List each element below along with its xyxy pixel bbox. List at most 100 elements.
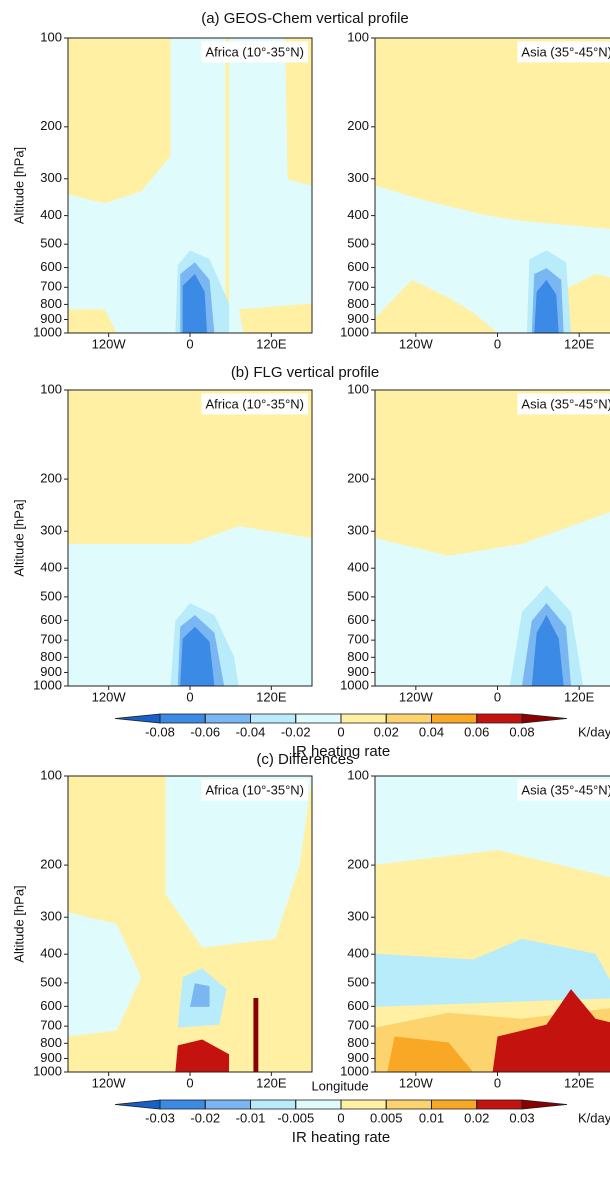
y-tick-label: 300 xyxy=(347,909,369,924)
y-tick-label: 700 xyxy=(347,1018,369,1033)
row-title: (b) FLG vertical profile xyxy=(231,364,379,381)
contour-region xyxy=(492,989,610,1072)
y-tick-label: 300 xyxy=(40,523,62,538)
colorbar-tick-label: 0.03 xyxy=(509,1110,534,1125)
contour-region xyxy=(175,1039,230,1072)
y-tick-label: 900 xyxy=(347,311,369,326)
colorbar-segment xyxy=(250,1099,297,1110)
colorbar-tick-label: -0.02 xyxy=(190,1110,220,1125)
y-tick-label: 900 xyxy=(40,311,62,326)
y-tick-label: 100 xyxy=(40,767,62,782)
y-tick-label: 400 xyxy=(40,207,62,222)
colorbar-tick-label: 0 xyxy=(337,724,344,739)
y-tick-label: 800 xyxy=(347,296,369,311)
y-tick-label: 100 xyxy=(347,767,369,782)
contour-region xyxy=(180,626,215,686)
colorbar-tick-label: 0.02 xyxy=(464,1110,489,1125)
contour-region xyxy=(531,614,564,686)
y-axis-label: Altitude [hPa] xyxy=(11,147,26,224)
colorbar-label: IR heating rate xyxy=(292,1129,390,1146)
y-tick-label: 1000 xyxy=(340,1063,369,1078)
y-tick-label: 300 xyxy=(347,170,369,185)
y-tick-label: 100 xyxy=(40,29,62,44)
x-tick-label: 120W xyxy=(399,689,434,704)
annotation: Africa (10°-35°N) xyxy=(205,396,304,411)
y-tick-label: 100 xyxy=(40,381,62,396)
x-tick-label: 120E xyxy=(256,689,287,704)
y-tick-label: 500 xyxy=(347,236,369,251)
y-tick-label: 900 xyxy=(347,1050,369,1065)
contour-region xyxy=(68,309,117,333)
y-tick-label: 200 xyxy=(40,857,62,872)
colorbar-arrow xyxy=(114,1099,161,1110)
y-tick-label: 600 xyxy=(40,998,62,1013)
y-tick-label: 900 xyxy=(347,664,369,679)
colorbar-tick-label: -0.04 xyxy=(236,724,266,739)
annotation: Asia (35°-45°N) xyxy=(521,396,610,411)
colorbar-arrow xyxy=(521,713,568,724)
y-tick-label: 600 xyxy=(347,998,369,1013)
y-tick-label: 600 xyxy=(40,259,62,274)
y-tick-label: 600 xyxy=(347,259,369,274)
colorbar-tick-label: -0.03 xyxy=(145,1110,175,1125)
colorbar-segment xyxy=(204,713,251,724)
colorbar-segment xyxy=(385,713,432,724)
x-tick-label: 120W xyxy=(399,336,434,351)
x-tick-label: 120W xyxy=(92,336,127,351)
colorbar-segment xyxy=(476,713,523,724)
y-tick-label: 700 xyxy=(347,279,369,294)
contour-region xyxy=(285,38,312,186)
colorbar-segment xyxy=(340,713,387,724)
y-tick-label: 800 xyxy=(40,649,62,664)
y-tick-label: 900 xyxy=(40,664,62,679)
colorbar-segment xyxy=(295,713,342,724)
annotation: Africa (10°-35°N) xyxy=(205,44,304,59)
colorbar-tick-label: -0.06 xyxy=(190,724,220,739)
y-tick-label: 500 xyxy=(40,974,62,989)
annotation-box xyxy=(517,393,610,415)
y-tick-label: 1000 xyxy=(33,1063,62,1078)
y-tick-label: 100 xyxy=(347,381,369,396)
contour-region xyxy=(190,983,210,1007)
contour-region xyxy=(375,390,610,556)
x-tick-label: 0 xyxy=(494,689,501,704)
x-tick-label: 0 xyxy=(186,689,193,704)
colorbar-segment xyxy=(295,1099,342,1110)
y-tick-label: 300 xyxy=(347,523,369,538)
colorbar-segment xyxy=(204,1099,251,1110)
y-tick-label: 1000 xyxy=(340,324,369,339)
contour-region xyxy=(253,998,259,1072)
x-tick-label: 0 xyxy=(494,336,501,351)
y-tick-label: 500 xyxy=(40,236,62,251)
y-tick-label: 100 xyxy=(347,29,369,44)
x-tick-label: 120W xyxy=(399,1075,434,1090)
x-tick-label: 120E xyxy=(256,336,287,351)
colorbar-segment xyxy=(385,1099,432,1110)
colorbar-tick-label: 0.02 xyxy=(374,724,399,739)
annotation: Asia (35°-45°N) xyxy=(521,44,610,59)
colorbar-segment xyxy=(250,713,297,724)
y-tick-label: 700 xyxy=(40,1018,62,1033)
colorbar-segment xyxy=(159,713,206,724)
x-tick-label: 0 xyxy=(186,336,193,351)
x-tick-label: 0 xyxy=(494,1075,501,1090)
colorbar-tick-label: -0.08 xyxy=(145,724,175,739)
colorbar-arrow xyxy=(114,713,161,724)
annotation-box xyxy=(201,779,308,801)
y-tick-label: 500 xyxy=(347,588,369,603)
y-tick-label: 1000 xyxy=(33,324,62,339)
x-tick-label: 120E xyxy=(256,1075,287,1090)
x-tick-label: 120E xyxy=(564,689,595,704)
y-tick-label: 200 xyxy=(347,857,369,872)
annotation-box xyxy=(517,41,610,63)
contour-region xyxy=(238,303,312,333)
x-tick-label: 120E xyxy=(564,336,595,351)
y-tick-label: 400 xyxy=(40,560,62,575)
contour-region xyxy=(225,38,230,333)
contour-region xyxy=(68,776,312,1072)
contour-region xyxy=(375,938,610,1007)
y-tick-label: 800 xyxy=(40,296,62,311)
y-tick-label: 500 xyxy=(40,588,62,603)
